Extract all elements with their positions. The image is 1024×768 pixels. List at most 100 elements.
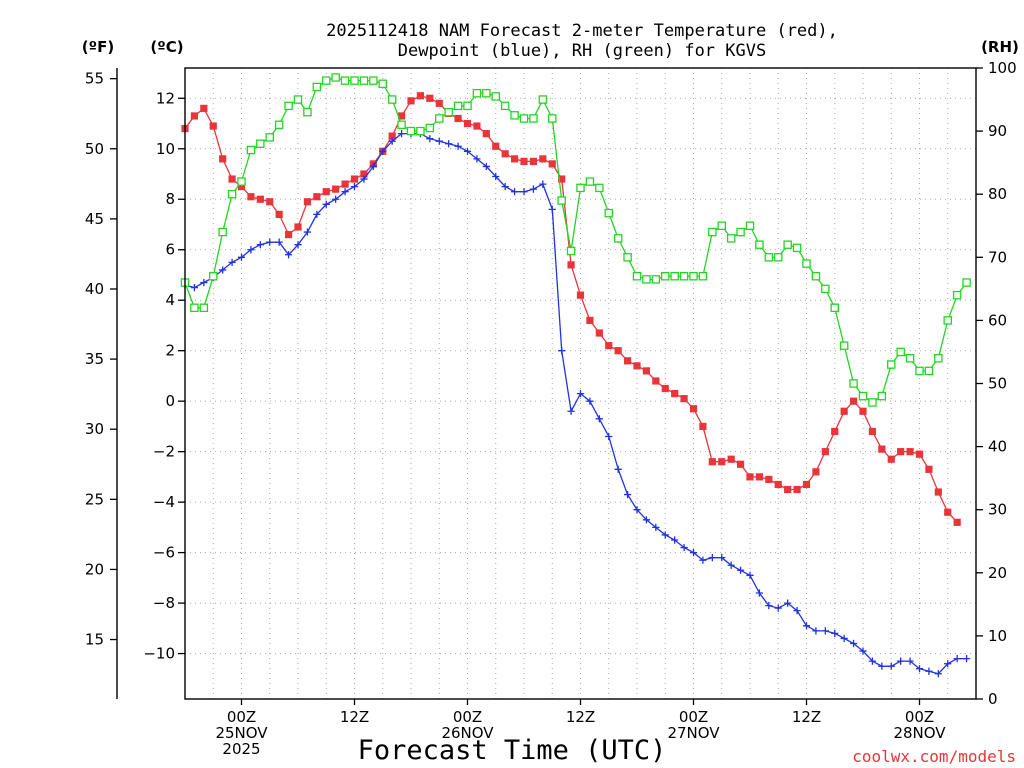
celsius-tick-label: −8	[153, 594, 175, 612]
dewpoint-point	[558, 347, 566, 355]
relative-humidity-point	[642, 275, 651, 284]
relative-humidity-point	[265, 133, 274, 142]
temperature-point	[840, 407, 848, 415]
dewpoint-point	[247, 246, 255, 254]
temperature-point	[397, 112, 406, 120]
relative-humidity-point	[340, 76, 350, 85]
temperature-point	[332, 185, 340, 193]
temperature-point	[718, 458, 726, 466]
temperature-point	[548, 160, 556, 168]
temperature-point	[435, 99, 443, 107]
temperature-point	[294, 223, 302, 231]
temperature-point	[746, 473, 754, 481]
relative-humidity-point	[538, 95, 548, 104]
relative-humidity-point	[670, 271, 679, 281]
relative-humidity-point	[256, 139, 265, 148]
dewpoint-point	[623, 490, 632, 499]
temperature-point	[407, 97, 415, 105]
fahrenheit-tick-label: 45	[85, 210, 104, 228]
relative-humidity-point	[698, 271, 708, 281]
temperature-point	[473, 122, 481, 130]
celsius-tick-label: −4	[153, 493, 175, 511]
rh-tick-label: 20	[988, 564, 1007, 582]
relative-humidity-point	[274, 120, 284, 130]
dewpoint-point	[473, 155, 481, 163]
relative-humidity-point	[303, 107, 312, 117]
chart-title-line-1: 2025112418 NAM Forecast 2-meter Temperat…	[326, 21, 838, 41]
temperature-point	[925, 465, 933, 473]
temperature-point	[482, 130, 490, 138]
relative-humidity-point	[246, 145, 256, 155]
relative-humidity-point	[915, 366, 924, 376]
x-tick-label: 12Z	[340, 708, 369, 726]
relative-humidity-point	[199, 303, 209, 313]
temperature-point	[426, 94, 434, 102]
relative-humidity-point	[237, 177, 246, 186]
temperature-point	[623, 357, 632, 365]
temperature-point	[878, 445, 886, 453]
dewpoint-point	[671, 536, 679, 544]
relative-humidity-point	[500, 101, 510, 111]
temperature-point	[755, 473, 764, 481]
dewpoint-point	[765, 602, 773, 610]
relative-humidity-point	[924, 366, 934, 376]
dewpoint-point	[266, 238, 274, 246]
relative-humidity-point	[905, 354, 915, 363]
temperature-point	[256, 195, 264, 203]
relative-humidity-point	[425, 123, 435, 133]
dewpoint-point	[275, 238, 283, 246]
dewpoint-point	[831, 629, 839, 637]
dewpoint-point	[736, 566, 745, 574]
relative-humidity-point	[821, 284, 830, 294]
temperature-point	[510, 155, 519, 163]
temperature-point	[200, 104, 208, 112]
temperature-point	[567, 261, 575, 269]
relative-humidity-point	[887, 360, 896, 369]
temperature-point	[934, 488, 942, 496]
relative-humidity-point	[689, 271, 698, 281]
temperature-point	[219, 155, 227, 163]
dewpoint-point	[332, 195, 340, 203]
temperature-point	[689, 405, 698, 413]
relative-humidity-point	[736, 227, 745, 237]
relative-humidity-point	[952, 290, 962, 300]
fahrenheit-tick-label: 15	[85, 631, 104, 649]
dewpoint-point	[548, 205, 556, 213]
celsius-tick-label: 2	[165, 342, 175, 360]
dewpoint-point	[633, 506, 641, 514]
relative-humidity-point	[359, 76, 369, 85]
relative-humidity-point	[783, 240, 792, 249]
dewpoint-point	[445, 140, 453, 148]
temperature-point	[633, 362, 641, 370]
relative-humidity-point	[293, 95, 303, 104]
relative-humidity-point	[416, 126, 425, 136]
dewpoint-line	[184, 132, 967, 675]
dewpoint-point	[322, 200, 330, 208]
relative-humidity-point	[679, 271, 689, 281]
dewpoint-point	[868, 657, 877, 665]
x-tick-label: 00Z	[227, 708, 256, 726]
dewpoint-point	[878, 662, 886, 670]
temperature-point	[784, 485, 792, 494]
dewpoint-point	[435, 137, 443, 145]
temperature-point	[821, 448, 829, 456]
relative-humidity-point	[623, 253, 632, 262]
relative-humidity-point	[604, 208, 614, 218]
dewpoint-point	[539, 180, 547, 188]
dewpoint-point	[341, 188, 349, 196]
relative-humidity-point	[331, 73, 340, 82]
temperature-point	[915, 450, 924, 458]
temperature-point	[266, 198, 274, 206]
relative-humidity-point	[868, 398, 877, 407]
relative-humidity-point	[651, 275, 661, 284]
dewpoint-point	[755, 589, 764, 597]
relative-humidity-point	[548, 114, 557, 123]
temperature-point	[350, 175, 359, 183]
dewpoint-point	[802, 622, 811, 630]
temperature-point	[322, 188, 330, 196]
temperature-point	[699, 422, 707, 431]
fahrenheit-axis-unit: (ºF)	[82, 38, 114, 56]
temperature-point	[774, 480, 782, 489]
temperature-point	[859, 407, 867, 415]
